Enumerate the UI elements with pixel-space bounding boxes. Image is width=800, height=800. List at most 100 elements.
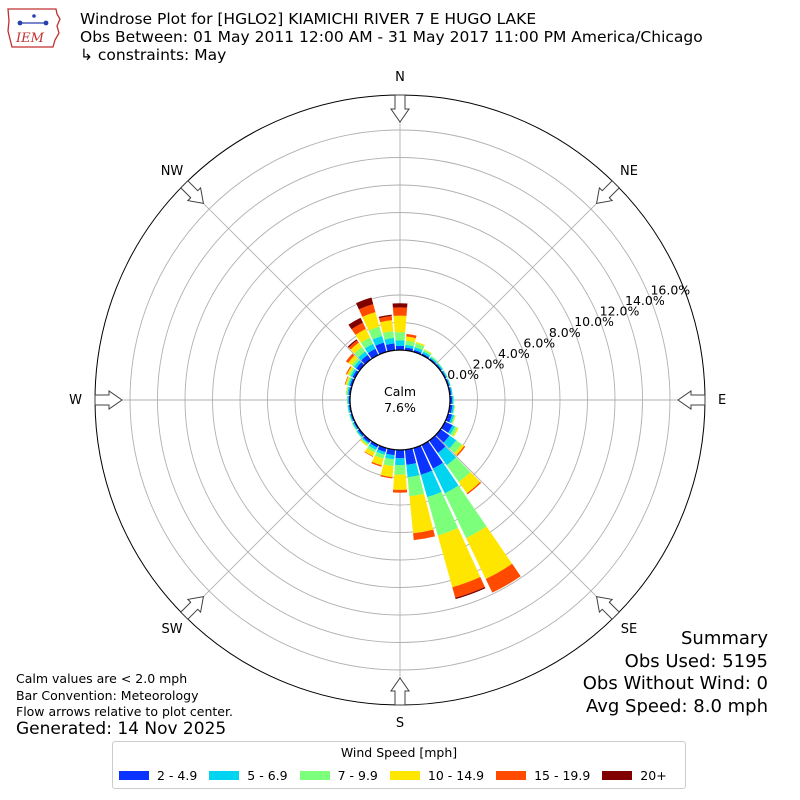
chart-title: Windrose Plot for [HGLO2] KIAMICHI RIVER… (80, 10, 537, 28)
bar-segment (353, 360, 362, 369)
bar-segment (437, 528, 481, 588)
legend-label: 10 - 14.9 (427, 768, 485, 783)
grid-spoke (184, 184, 401, 401)
direction-label-n: N (395, 70, 405, 85)
legend-label: 7 - 9.9 (337, 768, 378, 783)
bar-segment (451, 386, 453, 395)
bar-segment (414, 347, 423, 353)
flow-arrow-icon (180, 180, 205, 205)
radial-tick-label: 8.0% (549, 325, 581, 340)
bar-segment (437, 362, 444, 370)
bar-segment (345, 376, 350, 386)
flow-arrow-icon (180, 595, 205, 620)
bar-segment (435, 429, 450, 443)
grid-spoke (184, 399, 401, 616)
direction-label-s: S (396, 716, 404, 731)
bar-segment (466, 481, 482, 495)
footnotes: Calm values are < 2.0 mph Bar Convention… (16, 671, 233, 721)
bar-segment (393, 474, 407, 490)
bar-segment (375, 342, 387, 355)
bar-segment (364, 343, 376, 354)
bar-segment (347, 405, 351, 414)
bar-segment (451, 405, 455, 414)
calm-note: Calm values are < 2.0 mph (16, 671, 188, 686)
bar-segment (420, 470, 442, 498)
bar-segment (360, 337, 374, 349)
bar-segment (352, 422, 358, 430)
bar-segment (395, 449, 405, 459)
bar-segment (360, 439, 368, 447)
bars-group (344, 297, 521, 600)
direction-label-e: E (718, 393, 726, 408)
bar-segment (344, 376, 349, 385)
calm-value: 7.6% (384, 400, 416, 415)
summary-obs-without-wind: Obs Without Wind: 0 (582, 673, 768, 694)
legend-item: 7 - 9.9 (299, 767, 378, 783)
bar-segment (423, 349, 432, 356)
bar-segment (370, 441, 379, 448)
legend-swatch (602, 771, 633, 780)
legend-label: 5 - 6.9 (247, 768, 288, 783)
bar-segment (442, 370, 448, 378)
bar-segment (376, 449, 386, 455)
bar-segment (346, 395, 348, 405)
bar-segment (413, 529, 436, 541)
bar-segment (358, 304, 376, 317)
bar-segment (346, 377, 352, 386)
bar-segment (354, 347, 366, 358)
legend-items: 2 - 4.9 5 - 6.9 7 - 9.9 10 - 14.9 15 - 19.9 2… (119, 767, 679, 783)
bar-segment (455, 587, 486, 600)
flow-arrow-icon (677, 390, 706, 410)
flow-arrow-shape (94, 390, 123, 410)
bar-segment (429, 357, 437, 364)
bar-segment (392, 489, 408, 493)
bar-segment (355, 328, 371, 343)
chart-constraints: ↳ constraints: May (80, 46, 227, 64)
bar-segment (352, 370, 359, 379)
bar-segment (449, 440, 462, 454)
flow-note: Flow arrows relative to plot center. (16, 704, 233, 719)
logo-node (32, 14, 36, 18)
bar-segment (424, 349, 432, 354)
flow-arrow-icon (390, 94, 410, 123)
bar-segment (466, 526, 513, 580)
bar-segment (357, 429, 365, 437)
calm-label: Calm (384, 384, 416, 399)
bar-segment (348, 414, 353, 422)
bar-segment (355, 362, 365, 371)
bar-segment (348, 355, 358, 366)
legend-label: 20+ (640, 768, 667, 783)
bar-segment (385, 343, 396, 352)
bar-segment (394, 332, 406, 341)
bar-segment (454, 444, 465, 456)
bar-segment (445, 413, 453, 423)
flow-arrow-shape (390, 677, 410, 706)
bar-segment (347, 395, 349, 405)
bar-segment (358, 351, 368, 361)
bar-segment (348, 367, 355, 377)
bar-segment (395, 340, 405, 347)
legend-label: 2 - 4.9 (157, 768, 198, 783)
bar-segment (362, 312, 380, 331)
bar-segment (404, 347, 414, 352)
bar-segment (406, 463, 420, 478)
radial-tick-label: 0.0% (447, 367, 479, 382)
bar-segment (485, 563, 521, 593)
legend-swatch (119, 771, 149, 780)
summary-heading: Summary (681, 628, 768, 649)
bar-segment (362, 437, 370, 445)
bar-segment (368, 443, 378, 451)
bar-segment (350, 342, 363, 354)
bar-segment (452, 427, 459, 437)
bar-segment (395, 458, 405, 466)
radial-tick-label: 10.0% (574, 314, 614, 329)
bar-segment (347, 405, 350, 414)
legend-swatch (209, 771, 240, 780)
bar-segment (443, 435, 457, 449)
bar-segment (351, 322, 366, 335)
radial-tick-label: 12.0% (600, 304, 640, 319)
flow-arrow-shape (677, 390, 706, 410)
bar-segment (414, 343, 425, 351)
bar-segment (345, 366, 352, 375)
